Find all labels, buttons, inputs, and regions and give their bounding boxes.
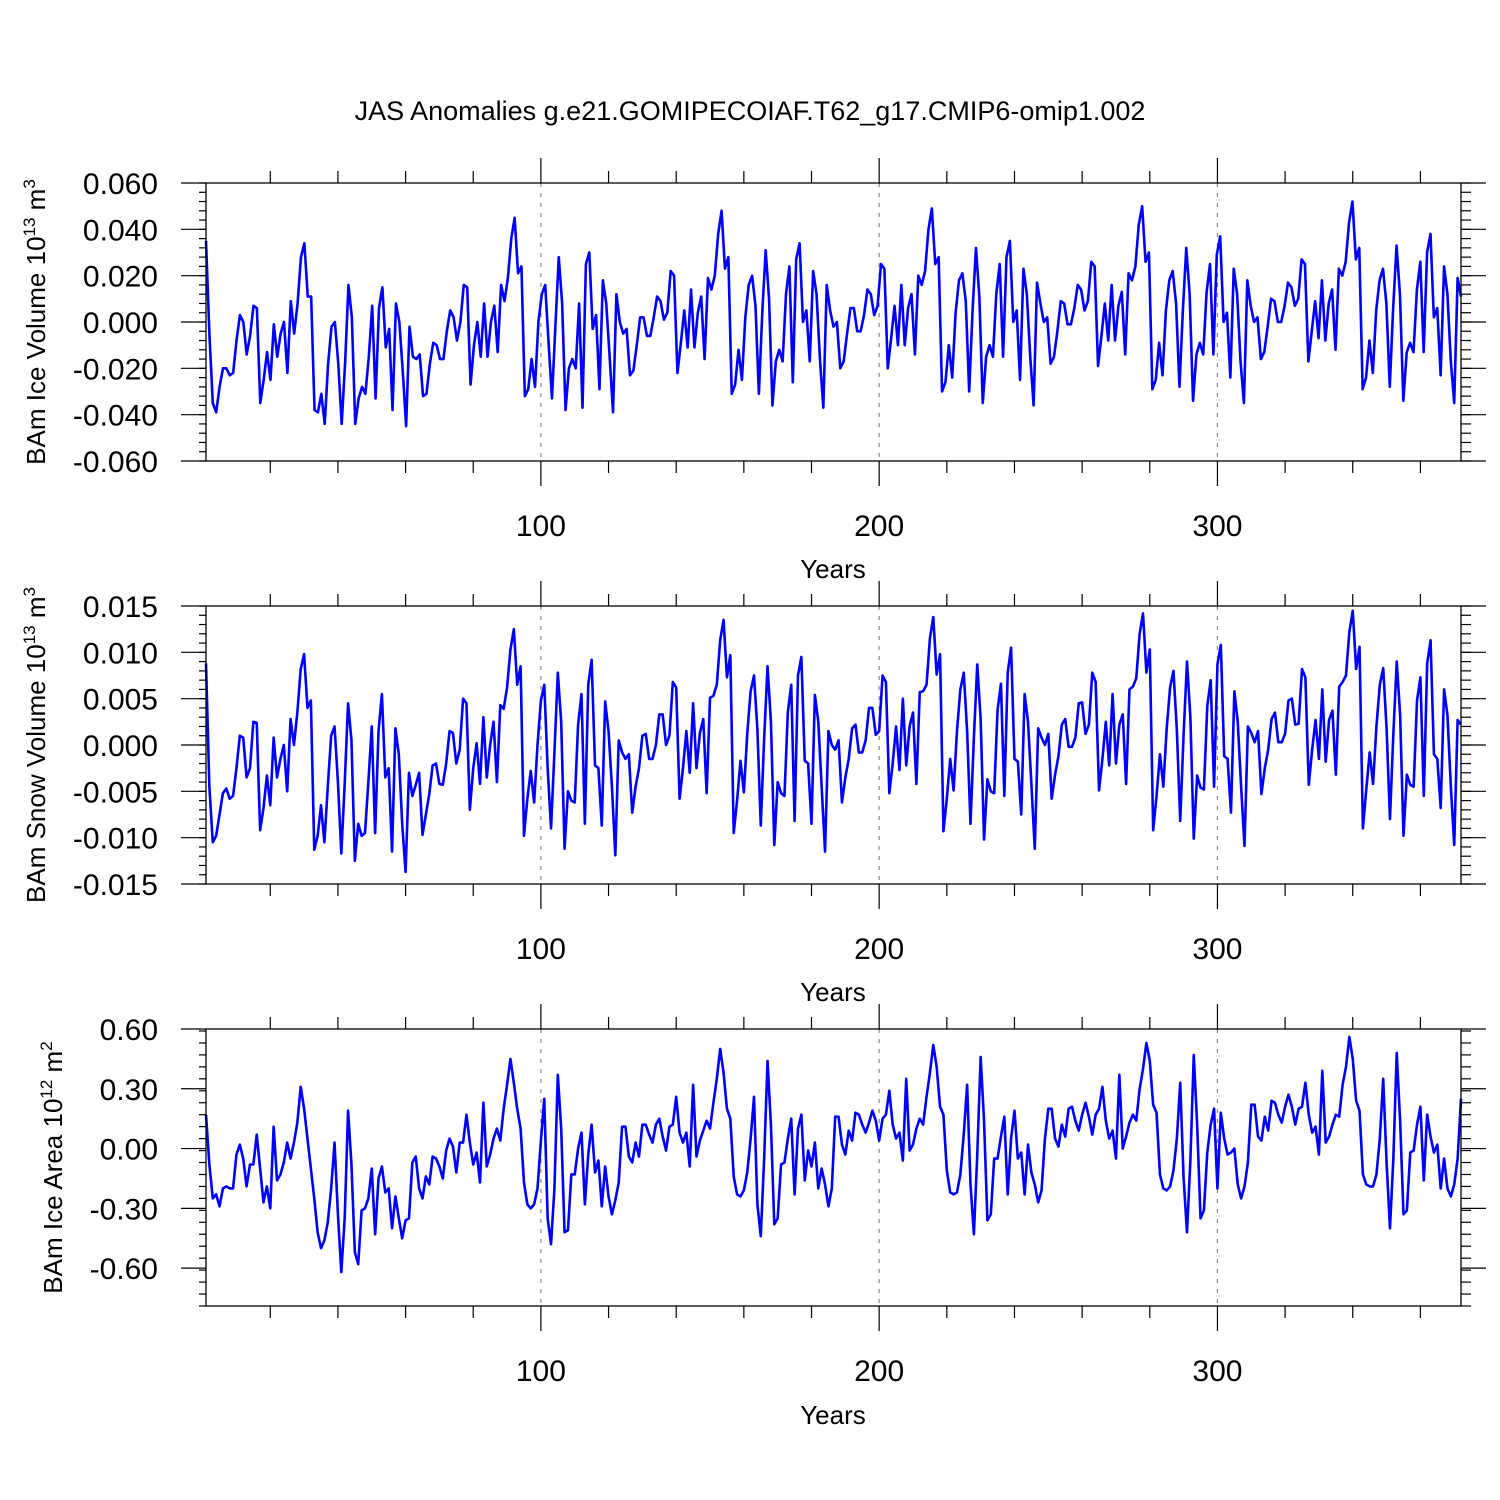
- panel-ice-volume-xlabel: Years: [800, 554, 866, 584]
- snow-volume-ylabel: BAm Snow Volume 1013 m3: [20, 587, 51, 903]
- ice-volume-ytick-label: -0.020: [73, 353, 158, 386]
- ice-area-series-line: [204, 1035, 1463, 1274]
- snow-volume-ytick-label: 0.010: [83, 637, 158, 670]
- ice-volume-ytick-label: -0.060: [73, 446, 158, 479]
- ice-volume-ytick-label: 0.040: [83, 214, 158, 247]
- ice-area-ytick-label: 0.30: [100, 1074, 158, 1107]
- snow-volume-ytick-label: 0.005: [83, 684, 158, 717]
- ice-volume-ytick-label: 0.020: [83, 261, 158, 294]
- ice-area-xtick-label: 200: [854, 1355, 904, 1388]
- snow-volume-ytick-label: -0.010: [73, 823, 158, 856]
- snow-volume-ytick-label: 0.015: [83, 591, 158, 624]
- panel-snow-volume: 100 200 300 -0.015 -0.010 -0.005 0.000 0.005 0.0…: [20, 581, 1486, 1007]
- snow-volume-ytick-label: -0.015: [73, 869, 158, 902]
- ice-volume-ylabel: BAm Ice Volume 1013 m3: [20, 179, 51, 465]
- ice-volume-ytick-label: 0.060: [83, 168, 158, 201]
- ice-volume-xtick-label: 300: [1192, 510, 1242, 543]
- snow-volume-ytick-label: 0.000: [83, 730, 158, 763]
- ice-volume-ytick-label: -0.040: [73, 400, 158, 433]
- ice-volume-ytick-label: 0.000: [83, 307, 158, 340]
- panel-ice-area-xlabel: Years: [800, 1400, 866, 1430]
- ice-volume-xtick-label: 100: [516, 510, 566, 543]
- snow-volume-xtick-label: 300: [1192, 933, 1242, 966]
- ice-area-xtick-label: 100: [516, 1355, 566, 1388]
- ice-area-ylabel: BAm Ice Area 1012 m2: [37, 1041, 68, 1293]
- panel-snow-volume-xlabel: Years: [800, 977, 866, 1007]
- ice-area-ytick-label: 0.00: [100, 1134, 158, 1167]
- figure-title: JAS Anomalies g.e21.GOMIPECOIAF.T62_g17.…: [355, 96, 1146, 126]
- ice-volume-xtick-label: 200: [854, 510, 904, 543]
- ice-area-ytick-label: -0.60: [90, 1253, 158, 1286]
- snow-volume-ytick-label: -0.005: [73, 776, 158, 809]
- ice-area-plot-frame: [205, 1028, 1462, 1307]
- ice-volume-series-line: [204, 200, 1463, 428]
- ice-area-ytick-label: -0.30: [90, 1193, 158, 1226]
- snow-volume-series-line: [204, 609, 1463, 874]
- ice-area-ytick-label: 0.60: [100, 1014, 158, 1047]
- snow-volume-xtick-label: 200: [854, 933, 904, 966]
- ice-area-xtick-label: 300: [1192, 1355, 1242, 1388]
- panel-ice-area: 100 200 300 -0.60 -0.30 0.00 0.30 0.60 BAm Ice A…: [37, 1004, 1486, 1430]
- snow-volume-xtick-label: 100: [516, 933, 566, 966]
- panel-ice-volume: 100 200 300 -0.060 -0.040 -0.020 0.000 0.020 0.0…: [20, 158, 1486, 584]
